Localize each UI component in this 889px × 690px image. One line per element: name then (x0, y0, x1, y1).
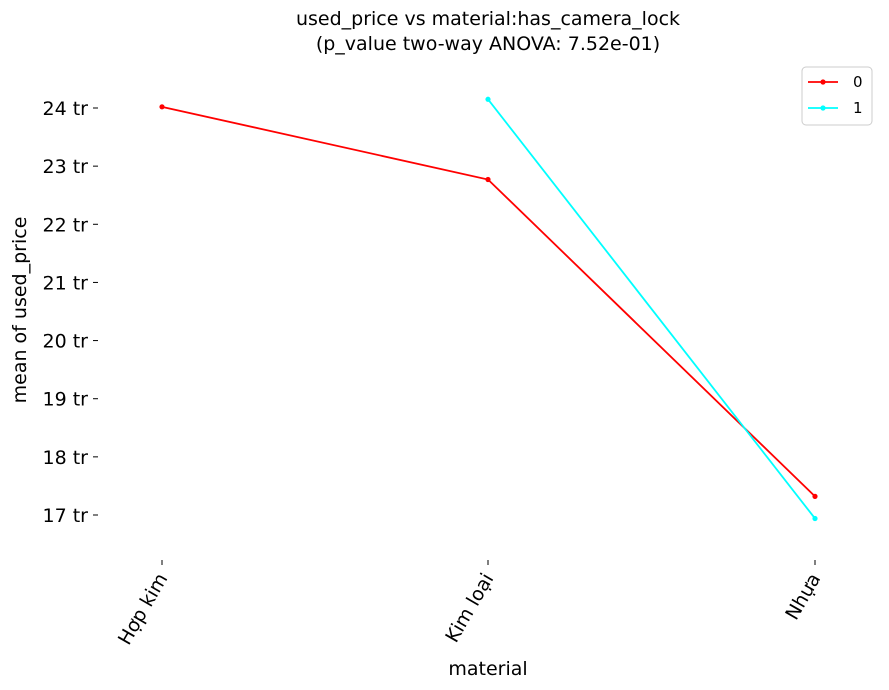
y-tick-label: 17 tr (43, 505, 89, 527)
series-1-line (487, 98, 816, 520)
y-tick-label: 18 tr (43, 447, 89, 469)
chart-subtitle: (p_value two-way ANOVA: 7.52e-01) (316, 33, 660, 55)
series-0-point (812, 493, 818, 499)
series-0-line (161, 105, 816, 498)
legend-label: 1 (853, 99, 863, 117)
y-tick-label: 24 tr (43, 98, 89, 120)
y-tick-label: 23 tr (43, 156, 89, 178)
legend-marker (820, 105, 826, 111)
series-1-point (812, 515, 818, 522)
legend-label: 0 (853, 73, 863, 91)
series-0-point (159, 104, 165, 110)
series-layer (159, 96, 818, 522)
chart-title: used_price vs material:has_camera_lock (296, 8, 680, 30)
y-tick-label: 19 tr (43, 389, 89, 411)
x-axis: Hợp kim Kim loại Nhựa (114, 560, 825, 649)
legend-marker (820, 79, 826, 85)
x-tick-label: Kim loại (441, 570, 498, 647)
x-tick-label: Hợp kim (114, 570, 172, 649)
y-tick-label: 20 tr (43, 331, 89, 353)
y-tick-label: 22 tr (43, 214, 89, 236)
legend: 01 (801, 66, 873, 126)
x-tick-label: Nhựa (781, 570, 825, 624)
y-axis: 17 tr 18 tr 19 tr 20 tr 21 tr 22 tr 23 tr 24 tr (43, 98, 98, 527)
series-1-point (485, 96, 491, 102)
series-0-point (485, 176, 491, 183)
y-tick-label: 21 tr (43, 272, 89, 294)
y-axis-label: mean of used_price (9, 217, 31, 404)
x-axis-label: material (448, 658, 527, 680)
